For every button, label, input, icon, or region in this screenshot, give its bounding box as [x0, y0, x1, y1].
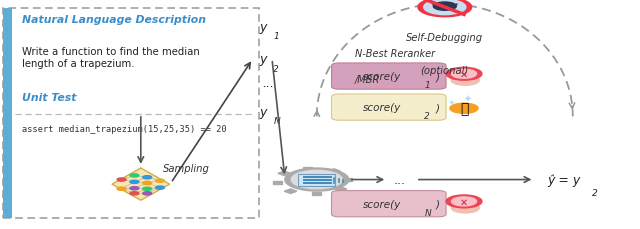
Text: assert median_trapezium(15,25,35) == 20: assert median_trapezium(15,25,35) == 20 — [22, 125, 227, 134]
Circle shape — [130, 192, 139, 195]
Circle shape — [451, 70, 477, 79]
FancyBboxPatch shape — [332, 191, 446, 217]
Text: 2: 2 — [273, 64, 279, 73]
Circle shape — [446, 68, 482, 81]
Circle shape — [117, 178, 126, 181]
Text: ✦: ✦ — [448, 99, 454, 105]
FancyBboxPatch shape — [3, 9, 259, 218]
Text: 2: 2 — [424, 112, 430, 121]
Text: ✕: ✕ — [460, 69, 468, 79]
Bar — [278, 171, 291, 176]
Text: score(y: score(y — [364, 103, 401, 113]
Bar — [284, 189, 297, 194]
Circle shape — [424, 0, 466, 16]
Circle shape — [156, 186, 164, 189]
Circle shape — [156, 179, 164, 183]
Circle shape — [451, 197, 477, 206]
Text: Unit Test: Unit Test — [22, 93, 77, 103]
Text: y: y — [259, 53, 267, 66]
Circle shape — [451, 203, 479, 213]
Circle shape — [418, 0, 472, 18]
Text: (optional): (optional) — [420, 65, 469, 75]
FancyBboxPatch shape — [332, 64, 446, 90]
Circle shape — [451, 76, 479, 86]
Bar — [312, 192, 321, 196]
Text: Natural Language Description: Natural Language Description — [22, 15, 206, 25]
Text: ...: ... — [262, 77, 275, 90]
Text: /MBR: /MBR — [355, 75, 380, 85]
FancyBboxPatch shape — [332, 95, 446, 121]
FancyBboxPatch shape — [298, 175, 335, 186]
Bar — [273, 181, 282, 185]
Text: N: N — [424, 208, 431, 217]
Circle shape — [143, 176, 152, 179]
Text: Self-Debugging: Self-Debugging — [406, 33, 483, 43]
Text: ✕: ✕ — [460, 196, 468, 207]
Text: ...: ... — [394, 173, 406, 186]
Text: ✦: ✦ — [463, 95, 471, 105]
Circle shape — [130, 180, 139, 184]
Circle shape — [433, 3, 456, 11]
Text: y: y — [259, 21, 267, 34]
Circle shape — [446, 195, 482, 208]
FancyBboxPatch shape — [3, 9, 12, 218]
Text: Write a function to find the median
length of a trapezium.: Write a function to find the median leng… — [22, 47, 200, 68]
Text: score(y: score(y — [364, 72, 401, 82]
Circle shape — [143, 182, 152, 185]
Bar — [334, 187, 347, 191]
Text: ): ) — [435, 103, 439, 113]
Circle shape — [143, 192, 152, 195]
Circle shape — [117, 187, 126, 191]
Polygon shape — [112, 168, 170, 200]
Bar — [328, 169, 340, 174]
Bar — [303, 167, 312, 170]
Text: 1: 1 — [273, 32, 279, 41]
Text: ŷ = y: ŷ = y — [547, 173, 580, 186]
Circle shape — [285, 168, 349, 191]
Text: 👍: 👍 — [460, 102, 468, 116]
Text: y: y — [259, 106, 267, 119]
Text: N: N — [273, 117, 280, 126]
Text: 2: 2 — [592, 188, 598, 197]
Text: ): ) — [435, 199, 439, 209]
Text: 1: 1 — [424, 81, 430, 90]
Text: Sampling: Sampling — [163, 163, 210, 173]
Text: ): ) — [435, 72, 439, 82]
Text: N-Best Reranker: N-Best Reranker — [355, 49, 435, 58]
Circle shape — [143, 187, 152, 191]
Circle shape — [130, 174, 139, 177]
Circle shape — [291, 171, 342, 189]
Text: score(y: score(y — [364, 199, 401, 209]
Bar — [343, 178, 352, 181]
Circle shape — [450, 104, 478, 114]
Circle shape — [130, 187, 139, 190]
